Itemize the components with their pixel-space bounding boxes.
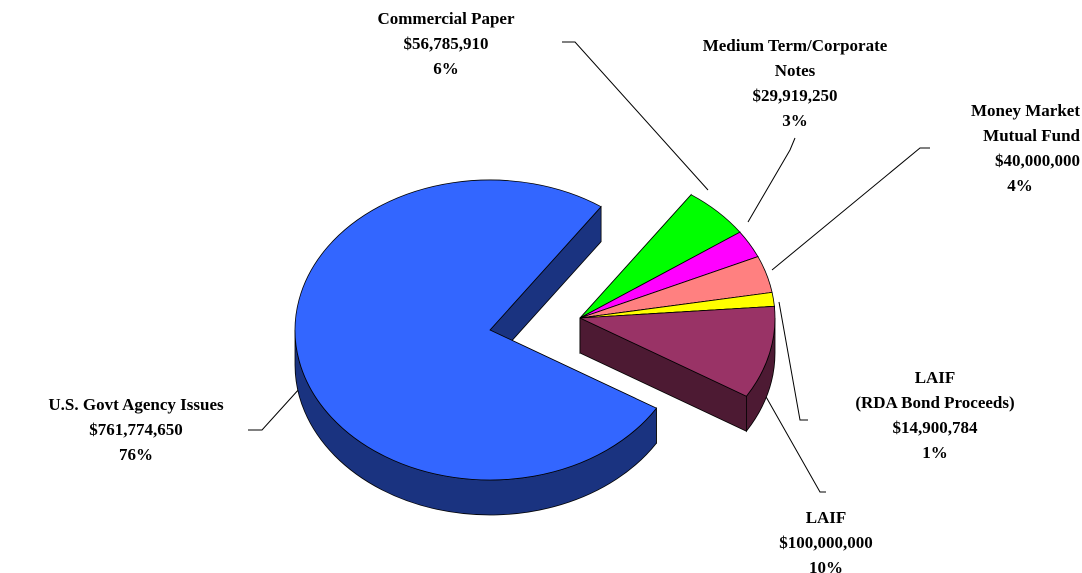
value-label: $56,785,910 <box>403 34 489 53</box>
percent-label: 3% <box>782 111 808 130</box>
value-label: $14,900,784 <box>892 418 978 437</box>
leader-line <box>248 387 301 431</box>
value-label: $29,919,250 <box>752 86 838 105</box>
slice-label: LAIF $100,000,000 10% <box>726 505 926 573</box>
slice-label: Money Market Mutual Fund $40,000,000 4% <box>900 98 1080 198</box>
category-label: LAIF (RDA Bond Proceeds) <box>855 368 1015 412</box>
value-label: $40,000,000 <box>995 151 1080 170</box>
slice-label: Commercial Paper $56,785,910 6% <box>336 6 556 81</box>
value-label: $100,000,000 <box>779 533 873 552</box>
category-label: U.S. Govt Agency Issues <box>48 395 224 414</box>
leader-line <box>771 147 930 271</box>
percent-label: 1% <box>922 443 948 462</box>
leader-line <box>747 137 796 223</box>
leader-line <box>562 41 709 191</box>
percent-label: 76% <box>119 445 153 464</box>
pie-slice <box>579 305 776 397</box>
category-label: Money Market Mutual Fund <box>970 101 1080 145</box>
category-label: LAIF <box>805 508 847 527</box>
slice-label: Medium Term/Corporate Notes $29,919,250 3% <box>660 33 930 133</box>
value-label: $761,774,650 <box>89 420 183 439</box>
percent-label: 6% <box>433 59 459 78</box>
leader-line <box>764 394 826 493</box>
category-label: Medium Term/Corporate Notes <box>702 36 888 80</box>
category-label: Commercial Paper <box>377 9 515 28</box>
percent-label: 4% <box>1007 176 1033 195</box>
leader-line <box>778 301 808 421</box>
pie-slice <box>294 179 658 481</box>
percent-label: 10% <box>809 558 843 573</box>
slice-label: LAIF (RDA Bond Proceeds) $14,900,784 1% <box>820 365 1050 465</box>
slice-label: U.S. Govt Agency Issues $761,774,650 76% <box>26 392 246 467</box>
leader-lines <box>248 41 930 493</box>
